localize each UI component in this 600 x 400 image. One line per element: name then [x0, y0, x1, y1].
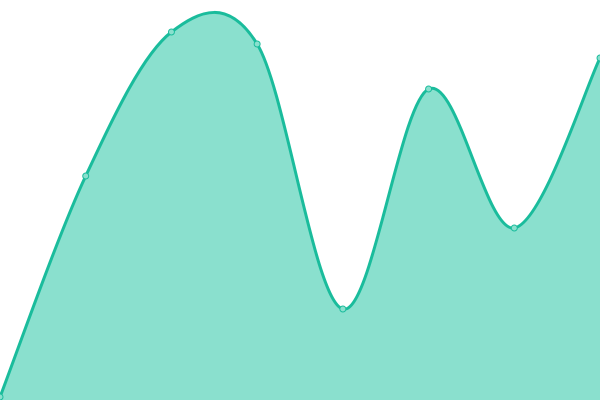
- series-line: [0, 10, 600, 398]
- data-point-3: [253, 40, 261, 48]
- data-point-1: [82, 172, 90, 180]
- data-point-5: [425, 85, 433, 93]
- data-point-4: [339, 305, 347, 313]
- data-point-6: [510, 224, 518, 232]
- area-fill: [0, 12, 600, 400]
- data-markers: [0, 28, 600, 400]
- data-point-2: [167, 28, 175, 36]
- data-point-0: [0, 393, 4, 400]
- data-point-7: [596, 54, 600, 62]
